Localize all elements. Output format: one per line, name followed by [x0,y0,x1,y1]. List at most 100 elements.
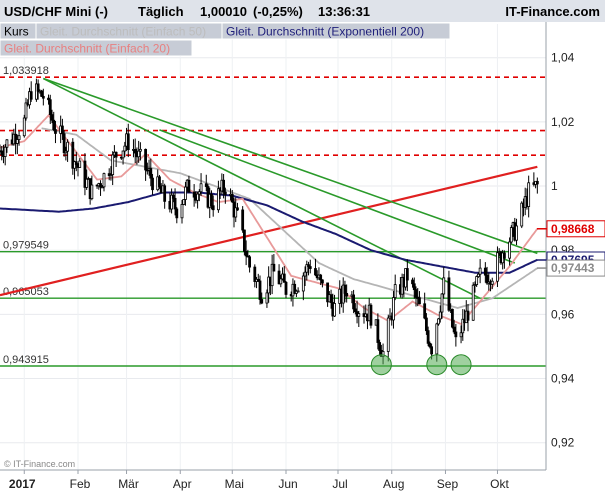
bottom-marker [450,354,472,376]
candle-body [36,83,40,92]
candle-body [78,160,82,168]
candle-body [151,177,154,191]
y-tick-label: 1,04 [551,51,575,65]
y-tick-label: 1,02 [551,115,575,129]
ma-line [0,191,538,274]
candle-body [303,271,307,277]
candle-body [74,161,78,165]
candlesticks [0,78,539,365]
x-tick-label: Sep [437,477,459,491]
candle-body [173,197,177,210]
candle-body [426,330,430,344]
x-tick-label: Feb [70,477,91,491]
candle-body [114,151,118,158]
trend-line [159,129,516,264]
candle-body [90,184,94,200]
candle-body [35,83,38,100]
level-label: 0,979549 [3,240,49,252]
candle-body [423,303,427,319]
horizontal-levels: 1,033918 0,979549 0,965053 0,943915 [0,65,546,367]
candle-body [126,133,130,151]
candle-body [282,273,286,283]
candle-body [99,183,102,188]
candle-body [196,193,200,201]
legend-item-label: Gleit. Durchschnitt (Exponentiell 200) [226,25,424,39]
candle-body [61,125,64,135]
candle-body [29,91,33,100]
candle-body [376,319,380,343]
price-label-value: 0,98668 [551,222,595,236]
candle-body [230,193,234,203]
candle-body [508,241,512,259]
candle-body [440,293,444,313]
legend-item-bg [221,22,451,40]
x-tick-label: Mai [225,477,244,491]
x-tick-label: Mär [118,477,139,491]
y-tick-label: 0,94 [551,372,575,386]
candle-body [15,139,19,144]
candle-body [242,229,246,252]
candle-body [192,191,196,198]
candle-body [428,342,432,348]
candle-body [314,268,317,276]
candle-body [223,191,227,195]
candle-body [17,135,21,140]
candle-body [535,180,539,185]
ma-line [41,127,538,309]
candle-body [41,95,45,99]
candle-body [279,278,283,285]
candle-body [22,117,26,137]
candle-body [473,284,477,286]
candle-body [211,205,215,211]
candle-body [478,267,482,275]
ma-line [0,113,539,326]
x-tick-label: Apr [173,477,192,491]
candle-body [485,274,489,284]
candle-body [412,283,416,291]
price-label-value: 0,97443 [551,261,595,275]
candle-body [14,133,18,144]
level-label: 0,965053 [3,286,49,298]
candle-body [459,332,463,338]
candle-body [52,119,56,131]
candle-body [199,183,203,193]
candle-body [50,114,54,121]
candle-body [121,150,125,159]
candle-body [175,208,179,219]
candle-body [452,326,456,333]
candle-body [333,303,336,317]
candle-body [471,284,475,321]
trend-line [43,77,538,255]
brand: IT-Finance.com [505,4,600,19]
candle-body [476,273,480,277]
x-tick-label: Okt [490,477,509,491]
candle-body [163,185,167,202]
candle-body [496,252,499,282]
candle-body [71,141,75,169]
candle-body [24,102,28,119]
candle-body [184,186,187,200]
watermark: © IT-Finance.com [4,459,75,469]
candle-body [272,263,276,272]
legend: Kurs Gleit. Durchschnitt (Einfach 50) Glei… [0,22,451,57]
candle-body [210,193,213,207]
candle-body [454,331,458,338]
candle-body [111,154,115,176]
candle-body [490,280,494,285]
candle-body [256,278,260,282]
candle-body [241,209,245,231]
candle-body [437,318,440,325]
trend-line [0,165,538,297]
candle-body [520,202,524,227]
candle-body [430,346,434,355]
candle-body [418,297,421,305]
candle-body [450,308,454,328]
candle-body [236,207,239,211]
candle-body [170,194,174,210]
candle-body [204,183,208,187]
candle-body [369,304,373,326]
level-label: 1,033918 [3,65,49,77]
candle-body [54,129,57,134]
